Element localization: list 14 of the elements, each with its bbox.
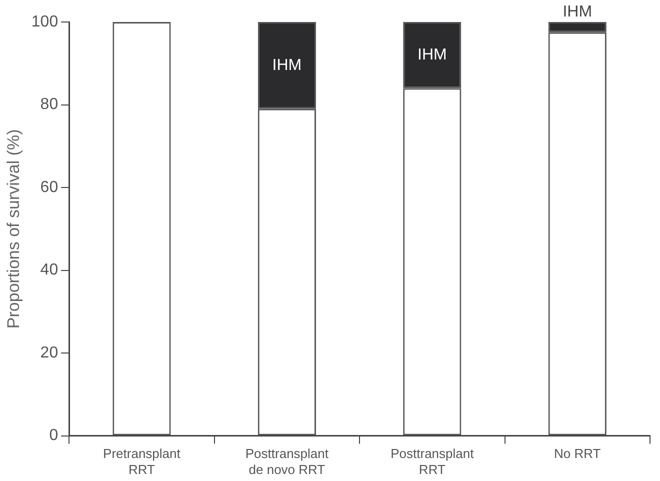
series-label: IHM <box>562 3 592 20</box>
x-tick-label: Pretransplant RRT <box>103 446 181 477</box>
text: IHM <box>272 56 302 74</box>
y-tick-label: 60 <box>40 178 58 196</box>
x-tick-label: Posttransplant RRT <box>390 446 474 477</box>
y-tick-label: 40 <box>40 262 58 279</box>
y-axis-title: Proportions of survival (%) <box>4 129 23 329</box>
text: IHM <box>417 46 447 64</box>
x-tick-label: No RRT <box>554 446 601 462</box>
y-tick-label: 20 <box>40 344 58 362</box>
y-tick-label: 80 <box>40 96 58 114</box>
y-tick-label: 0 <box>49 427 58 444</box>
y-tick-label: 100 <box>31 13 58 30</box>
x-tick-label: Posttransplant de novo RRT <box>245 446 329 477</box>
